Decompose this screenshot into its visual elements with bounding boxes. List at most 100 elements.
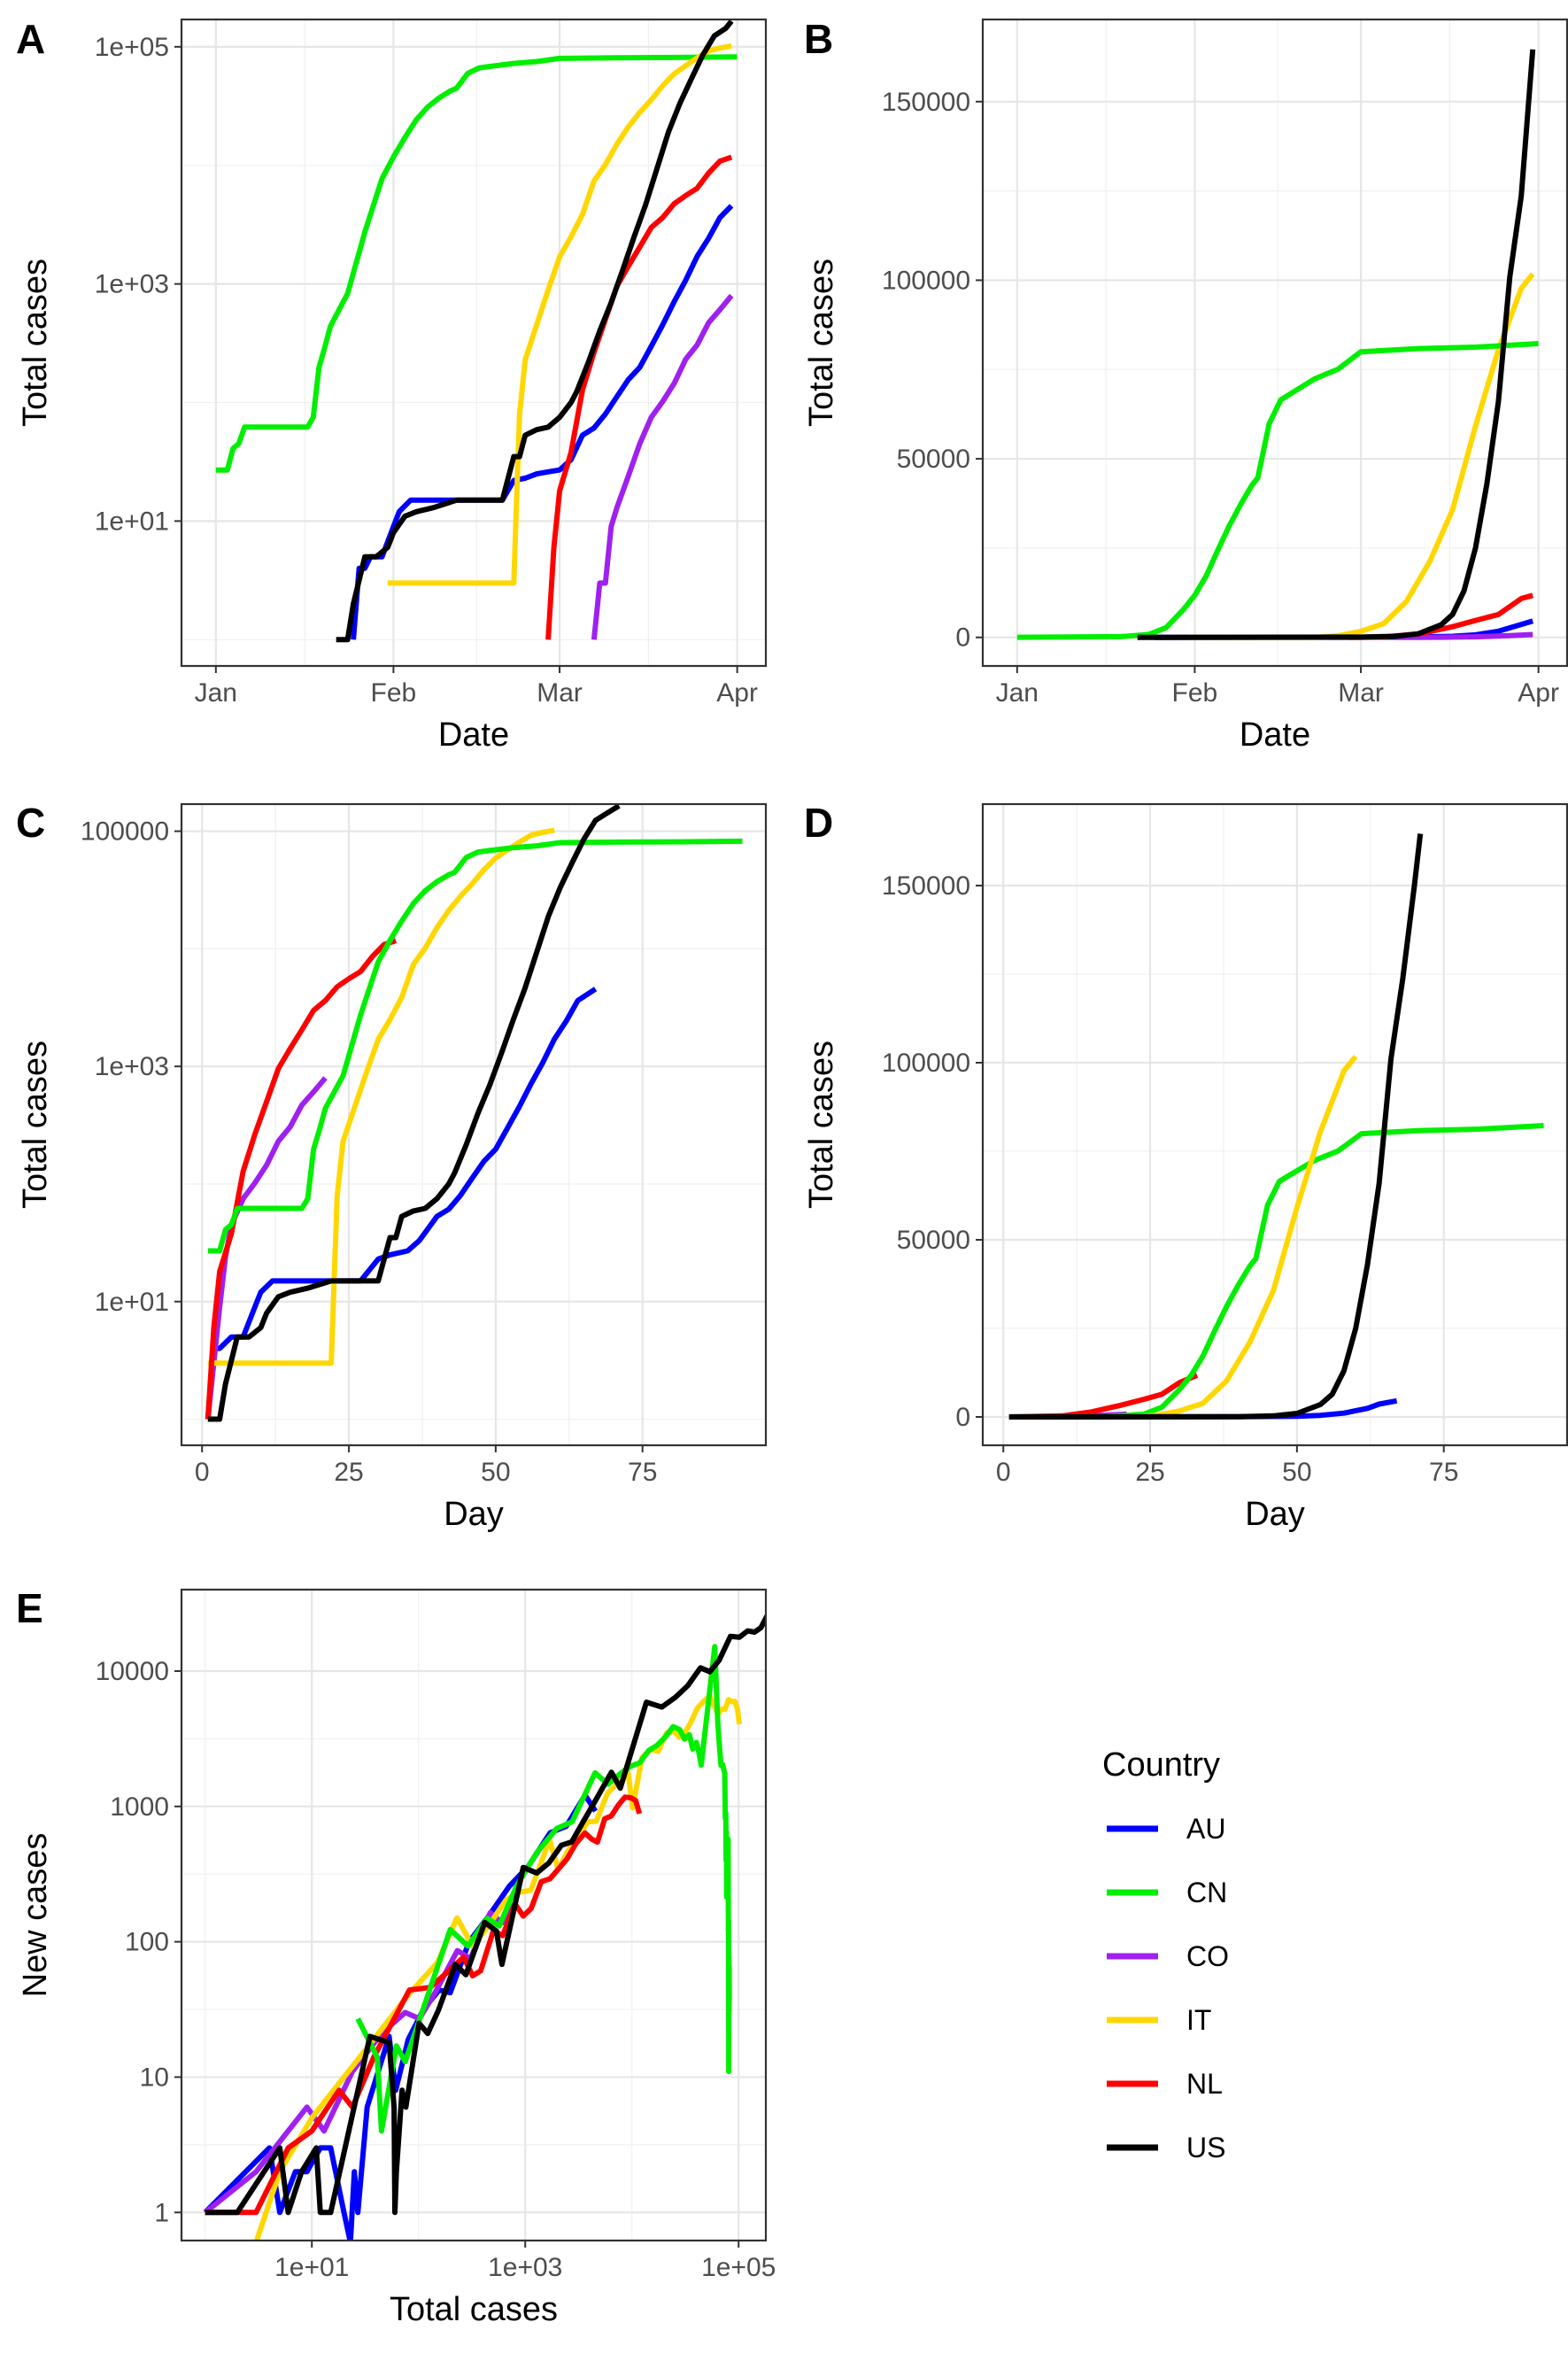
panel-c: 0 25 50 75 1e+01 1e+03 100000 Day Total cases C	[16, 800, 768, 1533]
series-line-cn	[207, 838, 743, 1254]
panel-b: Jan Feb Mar Apr 0 50000 100000 150000 Date Total …	[803, 16, 1568, 754]
series-group	[1016, 49, 1539, 640]
plot-background	[182, 19, 766, 666]
legend-label-it: IT	[1186, 2004, 1211, 2036]
y-tick-label: 1e+01	[95, 507, 169, 536]
series-line-us	[336, 19, 734, 643]
plot-background	[182, 1590, 766, 2241]
y-tick-label: 1e+05	[95, 33, 169, 62]
panel-a: Jan Feb Mar Apr 1e+01 1e+03 1e+05 Date Total cas…	[16, 16, 768, 754]
panel-border	[981, 18, 1568, 668]
x-tick-label: Jan	[996, 678, 1039, 708]
series-line-nl	[205, 1794, 643, 2216]
x-tick-label: 50	[1282, 1458, 1311, 1487]
series-line-co	[1394, 631, 1533, 640]
x-tick-label: 75	[628, 1458, 657, 1487]
plot-background	[983, 19, 1567, 666]
x-tick-label: 25	[334, 1458, 363, 1487]
y-tick-label: 150000	[882, 88, 970, 117]
panel-tag: E	[16, 1585, 43, 1631]
y-tick-label: 50000	[897, 445, 970, 474]
legend-label-us: US	[1186, 2132, 1225, 2163]
series-line-co	[205, 1076, 328, 1420]
panel-border	[981, 802, 1568, 1447]
y-tick-label: 1	[154, 2198, 169, 2227]
series-line-us	[1008, 833, 1424, 1420]
y-tick-label: 0	[955, 1403, 970, 1432]
series-group	[203, 1613, 766, 2241]
y-tick-label: 1000	[110, 1792, 169, 1822]
legend: Country AU CN CO IT NL US	[1102, 1746, 1229, 2163]
panel-border	[180, 802, 768, 1447]
legend-title: Country	[1102, 1746, 1220, 1784]
x-tick-label: 25	[1135, 1458, 1164, 1487]
series-line-it	[387, 43, 732, 586]
y-axis-title: Total cases	[17, 1041, 54, 1209]
x-tick-label: Mar	[1338, 678, 1384, 708]
x-tick-label: 50	[481, 1458, 510, 1487]
y-tick-label: 1e+01	[95, 1288, 169, 1317]
x-axis-title: Total cases	[390, 2291, 558, 2328]
legend-label-nl: NL	[1186, 2068, 1223, 2100]
series-line-cn	[1016, 341, 1539, 640]
series-line-us	[207, 804, 621, 1422]
x-tick-label: Jan	[195, 678, 237, 708]
x-tick-label: Feb	[1172, 678, 1218, 708]
y-axis-title: New cases	[17, 1833, 54, 1998]
series-line-us	[1137, 49, 1536, 640]
y-tick-label: 1e+03	[95, 1052, 169, 1081]
series-line-au	[351, 204, 734, 640]
panel-tag: A	[16, 16, 45, 62]
series-line-cn	[355, 1644, 732, 2134]
y-tick-label: 10000	[96, 1657, 169, 1686]
x-tick-label: 1e+03	[488, 2253, 562, 2282]
x-axis-title: Date	[438, 716, 509, 754]
x-axis-title: Day	[444, 1496, 504, 1533]
x-axis-title: Date	[1240, 716, 1310, 754]
plot-background	[983, 804, 1567, 1445]
y-tick-label: 100000	[81, 817, 169, 847]
y-tick-label: 150000	[882, 871, 970, 901]
legend-label-cn: CN	[1186, 1877, 1227, 1908]
series-group	[215, 19, 738, 643]
x-tick-label: 75	[1429, 1458, 1458, 1487]
x-tick-label: 1e+05	[701, 2253, 776, 2282]
series-line-nl	[205, 938, 398, 1420]
y-tick-label: 1e+03	[95, 270, 169, 299]
x-tick-label: Mar	[537, 678, 583, 708]
series-line-au	[205, 987, 598, 1420]
series-line-us	[205, 1613, 766, 2216]
panel-border	[180, 18, 768, 668]
legend-label-co: CO	[1186, 1940, 1229, 1972]
series-group	[205, 804, 743, 1422]
x-tick-label: 1e+01	[274, 2253, 349, 2282]
series-line-cn	[215, 54, 738, 473]
series-line-co	[591, 293, 734, 640]
y-axis-title: Total cases	[17, 259, 54, 427]
x-axis-title: Day	[1245, 1496, 1305, 1533]
series-line-nl	[545, 154, 733, 640]
y-tick-label: 100	[125, 1928, 169, 1957]
legend-label-au: AU	[1186, 1813, 1225, 1845]
series-group	[1008, 833, 1544, 1420]
x-tick-label: 0	[996, 1458, 1011, 1487]
panel-tag: B	[804, 16, 833, 62]
panel-tag: D	[804, 800, 833, 846]
panel-d: 0 25 50 75 0 50000 100000 150000 Day Total cases D	[803, 800, 1568, 1533]
panel-border	[180, 1588, 768, 2242]
y-axis-title: Total cases	[803, 259, 840, 427]
x-tick-label: Feb	[371, 678, 417, 708]
y-tick-label: 100000	[882, 266, 970, 295]
x-tick-label: Apr	[716, 678, 758, 708]
panel-tag: C	[16, 800, 45, 846]
x-tick-label: Apr	[1518, 678, 1559, 708]
y-tick-label: 50000	[897, 1226, 970, 1255]
y-tick-label: 0	[955, 623, 970, 653]
y-axis-title: Total cases	[803, 1041, 840, 1209]
x-tick-label: 0	[195, 1458, 210, 1487]
panel-e: 1e+01 1e+03 1e+05 1 10 100 1000 10000 Total case…	[16, 1585, 776, 2328]
series-line-cn	[1008, 1123, 1544, 1420]
y-tick-label: 10	[140, 2063, 169, 2092]
y-tick-label: 100000	[882, 1049, 970, 1078]
